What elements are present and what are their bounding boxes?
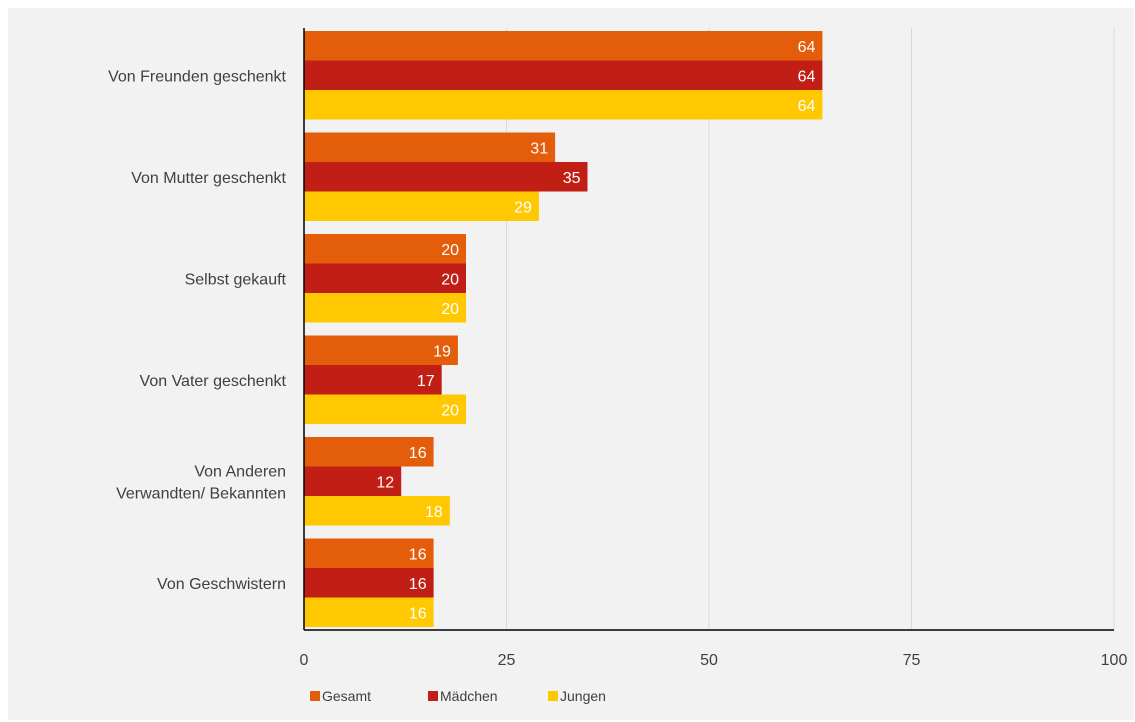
bar <box>304 191 539 221</box>
bar <box>304 162 588 192</box>
data-label: 16 <box>409 546 427 563</box>
bar <box>304 568 434 598</box>
bar-chart: 64 64 64 Von Freunden geschenkt 31 35 29 Von Mu… <box>108 28 1128 704</box>
category-label: Von Anderen <box>194 463 286 480</box>
bar <box>304 132 556 162</box>
data-label: 16 <box>409 445 427 462</box>
chart-frame: 64 64 64 Von Freunden geschenkt 31 35 29 Von Mu… <box>8 8 1134 720</box>
data-label: 17 <box>417 373 435 390</box>
data-label: 64 <box>798 68 816 85</box>
data-label: 12 <box>376 474 394 491</box>
category-label: Von Geschwistern <box>157 576 286 593</box>
category-label: Selbst gekauft <box>185 271 287 288</box>
category-label: Von Mutter geschenkt <box>131 170 286 187</box>
x-tick-label: 0 <box>300 652 309 669</box>
data-label: 64 <box>798 98 816 115</box>
bar <box>304 437 434 467</box>
legend-label: Gesamt <box>322 688 371 704</box>
bar <box>304 597 434 627</box>
legend-swatch <box>310 691 320 701</box>
x-tick-label: 100 <box>1101 652 1128 669</box>
legend-label: Jungen <box>560 688 606 704</box>
data-label: 20 <box>441 242 459 259</box>
bar <box>304 234 466 264</box>
data-label: 19 <box>433 343 451 360</box>
data-label: 16 <box>409 605 427 622</box>
x-tick-label: 75 <box>903 652 921 669</box>
category-label: Verwandten/ Bekannten <box>116 485 286 502</box>
data-label: 18 <box>425 504 443 521</box>
data-label: 64 <box>798 39 816 56</box>
data-label: 20 <box>441 402 459 419</box>
category-label: Von Freunden geschenkt <box>108 68 286 85</box>
bar <box>304 31 823 61</box>
data-label: 35 <box>563 170 581 187</box>
data-label: 31 <box>530 140 548 157</box>
bar <box>304 466 402 496</box>
bar <box>304 496 450 526</box>
data-label: 29 <box>514 199 532 216</box>
category-label: Von Vater geschenkt <box>140 373 287 390</box>
bar <box>304 538 434 568</box>
x-tick-label: 25 <box>498 652 516 669</box>
legend-swatch <box>428 691 438 701</box>
bar <box>304 394 466 424</box>
x-tick-label: 50 <box>700 652 718 669</box>
bar <box>304 263 466 293</box>
legend-label: Mädchen <box>440 688 498 704</box>
bar <box>304 90 823 120</box>
data-label: 20 <box>441 301 459 318</box>
bar <box>304 293 466 323</box>
bar <box>304 60 823 90</box>
data-label: 16 <box>409 576 427 593</box>
legend-swatch <box>548 691 558 701</box>
bar <box>304 335 458 365</box>
bar <box>304 365 442 395</box>
data-label: 20 <box>441 271 459 288</box>
